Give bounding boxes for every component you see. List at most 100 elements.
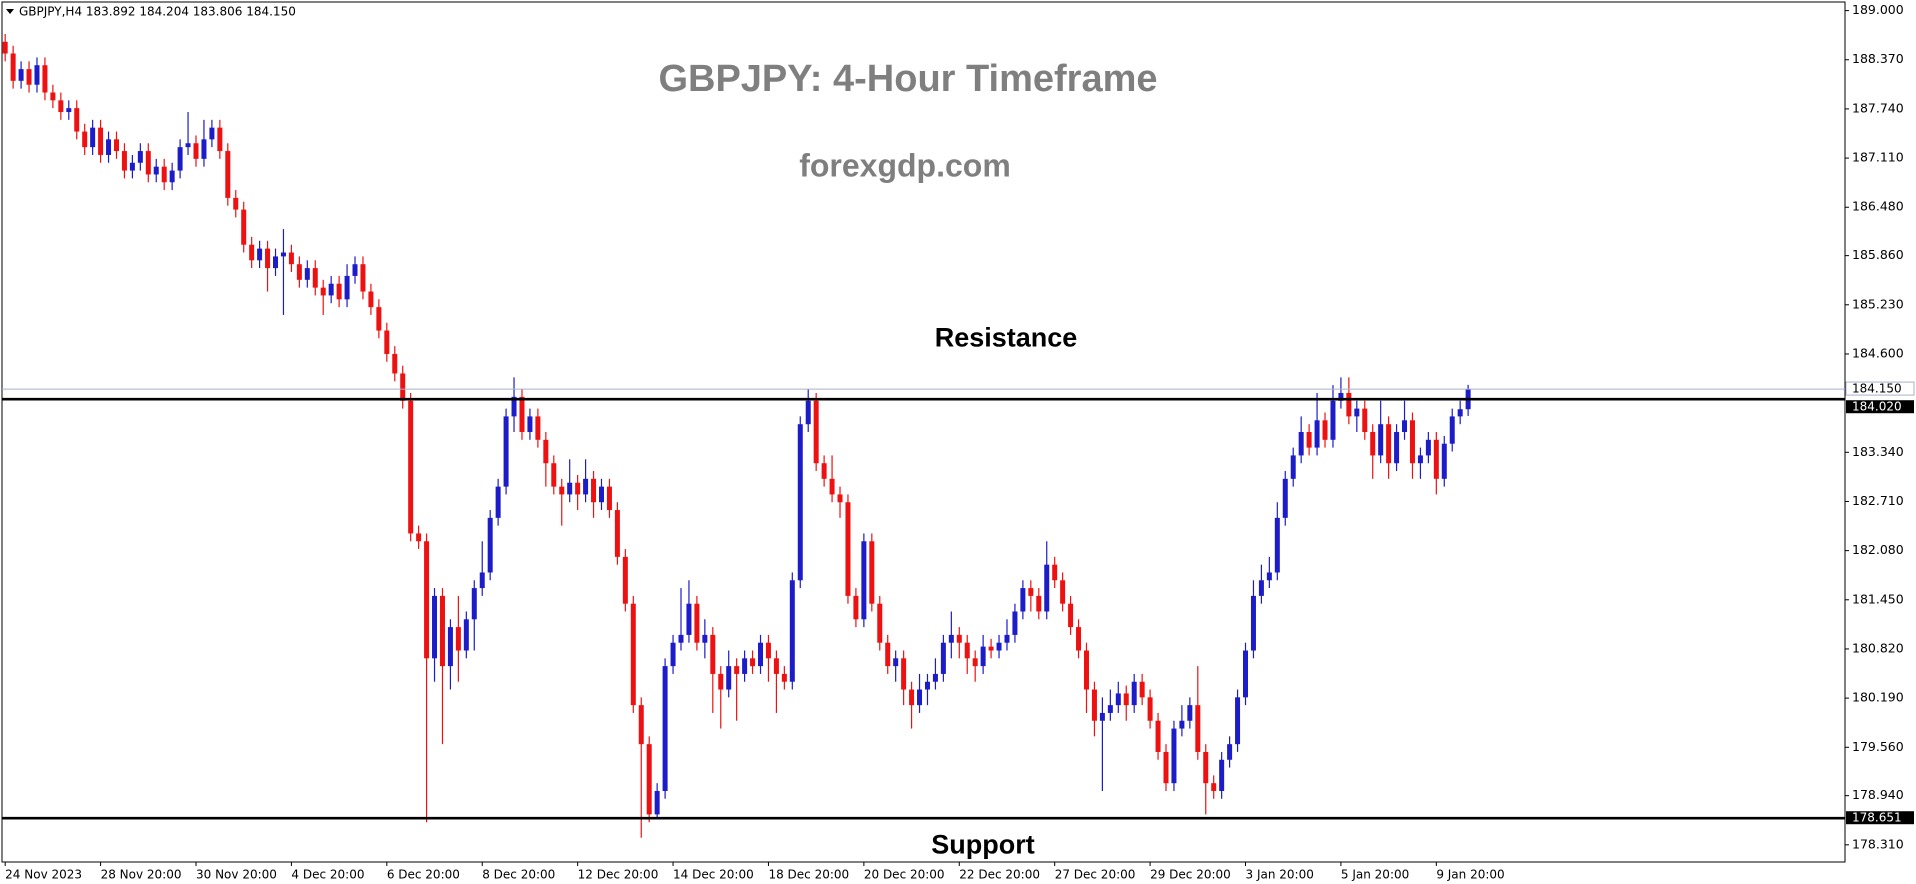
candle-body	[50, 92, 56, 101]
candle-body	[463, 619, 469, 651]
candle-body	[161, 166, 167, 183]
candle-body	[750, 658, 756, 667]
y-tick-label: 185.860	[1852, 247, 1904, 262]
candles	[2, 33, 1471, 838]
candle-body	[583, 478, 589, 495]
x-tick-label: 5 Jan 20:00	[1341, 868, 1409, 882]
candle-body	[1378, 424, 1384, 456]
candle-body	[956, 634, 962, 643]
candle-body	[432, 595, 438, 659]
candle-body	[1131, 681, 1137, 706]
candle-body	[344, 275, 350, 300]
x-tick-label: 6 Dec 20:00	[387, 868, 460, 882]
price-label: 184.150	[1852, 382, 1902, 396]
x-tick-label: 4 Dec 20:00	[291, 868, 364, 882]
annotation: Support	[931, 829, 1034, 859]
candle-body	[1258, 580, 1264, 596]
candle-body	[964, 642, 970, 659]
x-tick-label: 24 Nov 2023	[5, 868, 82, 882]
candle-body	[336, 283, 342, 300]
candle-body	[1394, 432, 1400, 464]
candle-body	[455, 627, 461, 651]
candle-body	[1107, 705, 1113, 713]
y-tick-label: 180.190	[1852, 690, 1904, 705]
candle-body	[1028, 588, 1034, 596]
candle-body	[670, 642, 676, 667]
x-tick-label: 8 Dec 20:00	[482, 868, 555, 882]
candle-body	[82, 131, 88, 148]
candle-body	[209, 127, 215, 140]
candle-body	[1441, 443, 1447, 479]
candle-body	[606, 486, 612, 511]
candle-body	[1036, 595, 1042, 612]
candle-body	[1099, 712, 1105, 721]
y-tick-label: 184.600	[1852, 345, 1904, 360]
candle-body	[821, 463, 827, 479]
candle-body	[662, 666, 668, 791]
candle-body	[781, 673, 787, 682]
candle-body	[901, 658, 907, 690]
candle-body	[1068, 603, 1074, 628]
y-tick-label: 186.480	[1852, 199, 1904, 214]
candle-body	[106, 139, 112, 155]
candle-body	[1163, 751, 1169, 784]
candle-body	[845, 502, 851, 596]
x-tick-label: 30 Nov 20:00	[196, 868, 277, 882]
candle-body	[10, 53, 16, 81]
candle-body	[1012, 611, 1018, 635]
y-tick-label: 179.560	[1852, 739, 1904, 754]
candle-body	[1235, 697, 1241, 745]
candle-body	[280, 252, 286, 257]
candle-body	[121, 151, 127, 171]
candle-body	[145, 151, 151, 175]
level-label-box	[1846, 811, 1914, 825]
candle-body	[1386, 424, 1392, 464]
x-tick-label: 9 Jan 20:00	[1436, 868, 1504, 882]
candle-body	[400, 373, 406, 401]
candle-body	[543, 439, 549, 464]
candle-body	[113, 139, 119, 152]
candle-body	[328, 283, 334, 296]
candle-body	[686, 603, 692, 635]
candle-body	[42, 65, 48, 93]
candle-body	[654, 790, 660, 815]
candle-body	[177, 147, 183, 171]
candle-body	[169, 170, 175, 183]
candle-body	[384, 330, 390, 354]
candle-body	[1155, 720, 1161, 752]
candle-body	[972, 658, 978, 667]
candle-body	[1409, 420, 1415, 464]
candle-body	[360, 264, 366, 292]
candle-body	[1266, 572, 1272, 581]
candle-body	[1219, 759, 1225, 791]
candle-body	[996, 642, 1002, 651]
candle-body	[439, 595, 445, 667]
candle-body	[288, 252, 294, 265]
x-tick-label: 3 Jan 20:00	[1246, 868, 1314, 882]
candle-body	[678, 634, 684, 643]
candle-body	[1052, 564, 1058, 581]
candle-body	[726, 666, 732, 690]
candle-body	[495, 486, 501, 518]
candle-body	[1314, 420, 1320, 448]
candle-body	[614, 510, 620, 557]
candle-body	[805, 400, 811, 425]
candle-body	[742, 658, 748, 674]
price-label-box	[1845, 381, 1915, 396]
y-tick-label: 187.110	[1852, 150, 1904, 165]
candle-body	[813, 400, 819, 464]
candle-body	[837, 494, 843, 503]
candle-body	[1187, 705, 1193, 721]
candle-body	[1123, 693, 1129, 706]
candle-body	[193, 143, 199, 159]
candle-body	[591, 478, 597, 503]
candle-body	[137, 151, 143, 163]
candle-body	[1179, 720, 1185, 729]
candle-body	[201, 139, 207, 159]
candle-body	[296, 264, 302, 280]
candle-body	[1330, 400, 1336, 440]
candle-body	[312, 268, 318, 288]
candle-body	[90, 127, 96, 148]
candle-body	[18, 69, 24, 81]
y-tick-label: 188.370	[1852, 51, 1904, 66]
